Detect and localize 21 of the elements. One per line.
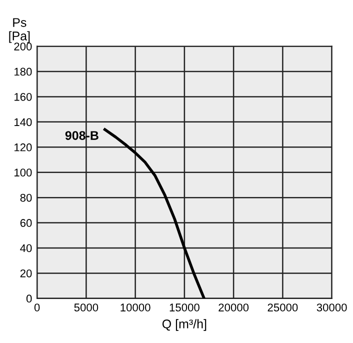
x-tick-label: 15000 bbox=[170, 304, 200, 312]
y-tick-label: 40 bbox=[20, 244, 32, 252]
y-tick-label: 80 bbox=[20, 194, 32, 202]
x-tick-label: 30000 bbox=[316, 304, 347, 312]
y-tick-label: 200 bbox=[14, 42, 32, 50]
line-series bbox=[103, 128, 206, 298]
x-axis-title: Q [m³/h] bbox=[162, 319, 206, 331]
y-tick-label: 120 bbox=[14, 143, 32, 152]
y-tick-label: 180 bbox=[14, 68, 32, 76]
y-tick-label: 20 bbox=[20, 269, 32, 278]
y-tick-label: 140 bbox=[14, 118, 32, 126]
x-tick-label: 10000 bbox=[120, 304, 150, 312]
y-tick-label: 60 bbox=[20, 219, 32, 227]
x-tick-label: 20000 bbox=[218, 304, 249, 312]
y-tick-label: 100 bbox=[14, 168, 32, 176]
y-tick-label: 160 bbox=[14, 92, 32, 101]
x-tick-label: 5000 bbox=[74, 304, 98, 312]
y-tick-label: 0 bbox=[26, 294, 32, 303]
x-tick-label: 25000 bbox=[268, 304, 298, 312]
x-tick-label: 0 bbox=[34, 304, 40, 312]
y-axis-title: Ps [Pa] bbox=[9, 18, 30, 43]
